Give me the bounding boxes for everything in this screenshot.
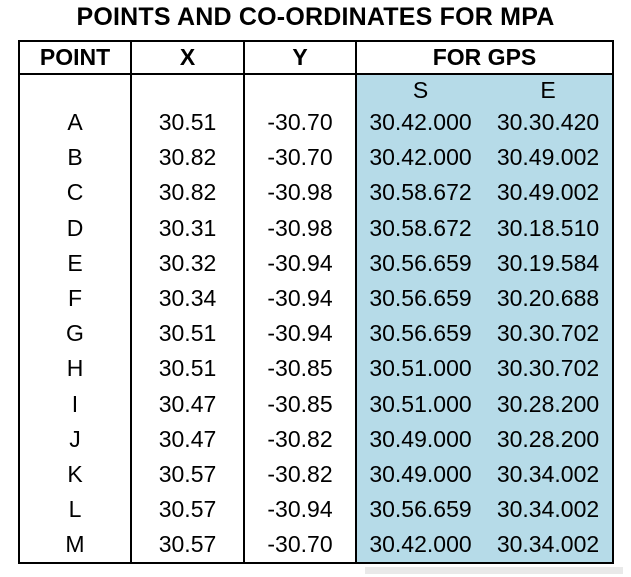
cell-gps-e: 30.30.420 bbox=[484, 105, 613, 141]
cell-x: 30.47 bbox=[130, 386, 244, 422]
cell-point: J bbox=[69, 425, 81, 452]
table-row: B 30.82 -30.70 30.42.000 30.49.002 bbox=[19, 140, 613, 176]
cell-x: 30.32 bbox=[130, 245, 244, 281]
cell-y: -30.98 bbox=[243, 210, 356, 246]
cell-gps-e: 30.18.510 bbox=[484, 210, 613, 246]
subheader-row: S E bbox=[19, 74, 613, 105]
cell-x: 30.31 bbox=[130, 210, 244, 246]
col-header-x: X bbox=[130, 41, 244, 75]
cell-point: H bbox=[66, 355, 84, 382]
cell-x: 30.82 bbox=[130, 140, 244, 176]
cell-gps-e: 30.49.002 bbox=[484, 140, 613, 176]
cell-gps-e: 30.20.688 bbox=[484, 280, 613, 317]
cell-gps-s: 30.56.659 bbox=[355, 492, 484, 528]
cell-y: -30.70 bbox=[243, 105, 356, 141]
cell-gps-e: 30.28.200 bbox=[484, 421, 613, 457]
cell-gps-s: 30.42.000 bbox=[355, 105, 484, 141]
header-row: POINT X Y FOR GPS bbox=[19, 41, 613, 75]
cell-point: M bbox=[65, 531, 85, 558]
cell-y: -30.94 bbox=[243, 316, 356, 352]
cell-point: A bbox=[67, 109, 83, 136]
cell-gps-e: 30.28.200 bbox=[484, 386, 613, 422]
cell-point: B bbox=[67, 144, 83, 171]
cell-gps-s: 30.42.000 bbox=[355, 140, 484, 176]
cell-gps-e: 30.34.002 bbox=[484, 492, 613, 528]
cell-gps-e: 30.30.702 bbox=[484, 351, 613, 387]
cell-gps-e: 30.34.002 bbox=[484, 527, 613, 564]
table-row: A 30.51 -30.70 30.42.000 30.30.420 bbox=[19, 105, 613, 141]
cell-gps-e: 30.49.002 bbox=[484, 175, 613, 211]
table-row: M 30.57 -30.70 30.42.000 30.34.002 bbox=[19, 527, 613, 564]
table-row: C 30.82 -30.98 30.58.672 30.49.002 bbox=[19, 175, 613, 211]
table-row: F 30.34 -30.94 30.56.659 30.20.688 bbox=[19, 280, 613, 317]
coordinates-table: POINT X Y FOR GPS S E A 30.51 -30.70 30.… bbox=[18, 40, 614, 565]
col-header-y: Y bbox=[243, 41, 356, 75]
subheader-blank-point bbox=[19, 74, 131, 105]
table-row: D 30.31 -30.98 30.58.672 30.18.510 bbox=[19, 210, 613, 246]
cell-x: 30.51 bbox=[130, 351, 244, 387]
table-row: H 30.51 -30.85 30.51.000 30.30.702 bbox=[19, 351, 613, 387]
col-header-point: POINT bbox=[19, 41, 131, 75]
col-subheader-e: E bbox=[484, 74, 613, 105]
cell-point: G bbox=[66, 320, 84, 347]
cell-x: 30.47 bbox=[130, 421, 244, 457]
cell-x: 30.34 bbox=[130, 280, 244, 317]
cell-x: 30.57 bbox=[130, 527, 244, 564]
cell-gps-s: 30.56.659 bbox=[355, 245, 484, 281]
cell-y: -30.98 bbox=[243, 175, 356, 211]
subheader-blank-y bbox=[243, 74, 356, 105]
cell-y: -30.85 bbox=[243, 351, 356, 387]
cell-gps-s: 30.51.000 bbox=[355, 351, 484, 387]
cell-x: 30.82 bbox=[130, 175, 244, 211]
page-title: POINTS AND CO-ORDINATES FOR MPA bbox=[76, 3, 555, 31]
cell-gps-s: 30.56.659 bbox=[355, 280, 484, 317]
cell-gps-s: 30.49.000 bbox=[355, 421, 484, 457]
cell-x: 30.57 bbox=[130, 492, 244, 528]
cell-gps-s: 30.49.000 bbox=[355, 456, 484, 493]
cell-gps-s: 30.51.000 bbox=[355, 386, 484, 422]
cell-y: -30.70 bbox=[243, 140, 356, 176]
table-row: K 30.57 -30.82 30.49.000 30.34.002 bbox=[19, 456, 613, 493]
cell-x: 30.51 bbox=[130, 316, 244, 352]
cell-y: -30.94 bbox=[243, 492, 356, 528]
cell-point: F bbox=[67, 285, 83, 312]
col-header-gps: FOR GPS bbox=[355, 41, 613, 75]
cell-x: 30.51 bbox=[130, 105, 244, 141]
cell-point: I bbox=[71, 390, 79, 417]
cell-point: D bbox=[66, 214, 84, 241]
subheader-blank-x bbox=[130, 74, 244, 105]
cell-y: -30.94 bbox=[243, 280, 356, 317]
cell-gps-e: 30.30.702 bbox=[484, 316, 613, 352]
cell-gps-s: 30.58.672 bbox=[355, 210, 484, 246]
cell-gps-s: 30.56.659 bbox=[355, 316, 484, 352]
col-subheader-s: S bbox=[355, 74, 484, 105]
cell-y: -30.85 bbox=[243, 386, 356, 422]
cell-gps-s: 30.42.000 bbox=[355, 527, 484, 564]
cell-gps-e: 30.19.584 bbox=[484, 245, 613, 281]
table-row: G 30.51 -30.94 30.56.659 30.30.702 bbox=[19, 316, 613, 352]
cell-point: K bbox=[67, 460, 83, 487]
cell-gps-s: 30.58.672 bbox=[355, 175, 484, 211]
cell-point: C bbox=[66, 179, 84, 206]
cell-point: E bbox=[67, 249, 83, 276]
table-shadow bbox=[365, 567, 623, 574]
cell-gps-e: 30.34.002 bbox=[484, 456, 613, 493]
cell-y: -30.82 bbox=[243, 421, 356, 457]
cell-point: L bbox=[68, 496, 82, 523]
table-row: E 30.32 -30.94 30.56.659 30.19.584 bbox=[19, 245, 613, 281]
table-row: L 30.57 -30.94 30.56.659 30.34.002 bbox=[19, 492, 613, 528]
cell-x: 30.57 bbox=[130, 456, 244, 493]
table-row: I 30.47 -30.85 30.51.000 30.28.200 bbox=[19, 386, 613, 422]
cell-y: -30.94 bbox=[243, 245, 356, 281]
table-row: J 30.47 -30.82 30.49.000 30.28.200 bbox=[19, 421, 613, 457]
cell-y: -30.82 bbox=[243, 456, 356, 493]
cell-y: -30.70 bbox=[243, 527, 356, 564]
